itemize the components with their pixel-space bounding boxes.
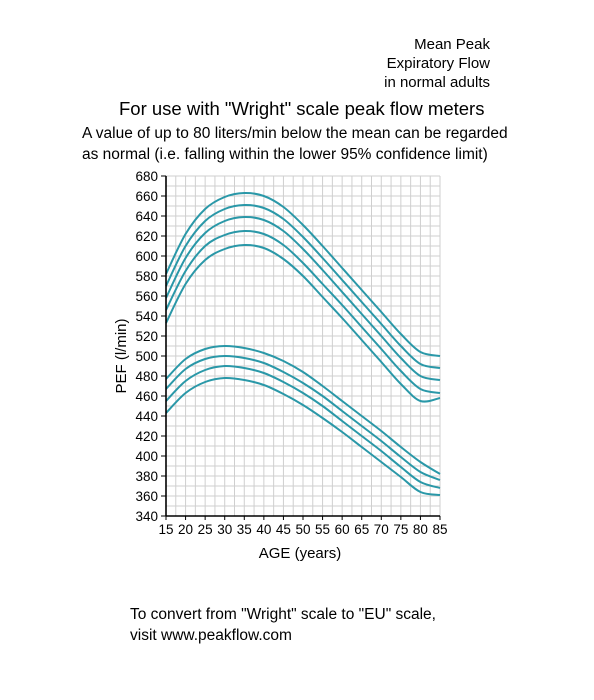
- y-tick-label: 400: [135, 449, 158, 464]
- x-tick-label: 15: [158, 522, 173, 537]
- x-tick-label: 70: [374, 522, 389, 537]
- pef-curve: [165, 215, 441, 381]
- x-tick-label: 30: [217, 522, 232, 537]
- chart-axes: [161, 175, 441, 520]
- chart-title-line: Mean Peak: [414, 36, 490, 53]
- footer-line: visit www.peakflow.com: [130, 627, 292, 644]
- x-tick-label: 55: [315, 522, 330, 537]
- x-tick-label: 50: [295, 522, 310, 537]
- y-tick-label: 340: [135, 509, 158, 524]
- pef-curve: [165, 191, 441, 357]
- y-tick-label: 620: [135, 229, 158, 244]
- y-tick-label: 560: [135, 289, 158, 304]
- x-tick-label: 80: [413, 522, 428, 537]
- x-tick-label: 85: [432, 522, 447, 537]
- y-tick-label: 640: [135, 209, 158, 224]
- chart-title: Mean Peak Expiratory Flow in normal adul…: [384, 35, 490, 92]
- x-tick-label: 40: [256, 522, 271, 537]
- y-tick-label: 680: [135, 169, 158, 184]
- y-tick-label: 540: [135, 309, 158, 324]
- x-tick-label: 65: [354, 522, 369, 537]
- chart-grid: [165, 175, 441, 517]
- normal-range-note: A value of up to 80 liters/min below the…: [82, 123, 582, 165]
- conversion-note: To convert from "Wright" scale to "EU" s…: [130, 604, 436, 646]
- x-tick-label: 75: [393, 522, 408, 537]
- x-axis-label: AGE (years): [259, 545, 342, 562]
- y-tick-label: 460: [135, 389, 158, 404]
- x-tick-label: 35: [237, 522, 252, 537]
- y-tick-label: 600: [135, 249, 158, 264]
- pef-curve: [165, 354, 441, 481]
- pef-curve: [165, 203, 441, 369]
- y-tick-label: 480: [135, 369, 158, 384]
- y-tick-label: 420: [135, 429, 158, 444]
- pef-curve: [165, 376, 441, 496]
- x-tick-label: 60: [335, 522, 350, 537]
- pef-curve: [165, 229, 441, 394]
- chart-subtitle: For use with "Wright" scale peak flow me…: [119, 98, 485, 119]
- pef-curve: [165, 344, 441, 475]
- chart-title-line: Expiratory Flow: [386, 55, 490, 72]
- y-tick-label: 500: [135, 349, 158, 364]
- y-axis-label: PEF (l/min): [113, 318, 130, 393]
- y-tick-label: 660: [135, 189, 158, 204]
- y-tick-label: 580: [135, 269, 158, 284]
- note-line: as normal (i.e. falling within the lower…: [82, 146, 488, 163]
- chart-title-line: in normal adults: [384, 74, 490, 91]
- y-tick-label: 440: [135, 409, 158, 424]
- y-tick-label: 380: [135, 469, 158, 484]
- note-line: A value of up to 80 liters/min below the…: [82, 125, 508, 142]
- y-tick-label: 520: [135, 329, 158, 344]
- x-tick-label: 45: [276, 522, 291, 537]
- pef-curve: [165, 364, 441, 489]
- chart-curves: [165, 191, 441, 496]
- pef-curve: [165, 243, 441, 403]
- chart-tick-labels: 340 360 380 400 420 440 460 480 500 520 540 560 580 6…: [135, 169, 447, 537]
- x-tick-label: 20: [178, 522, 193, 537]
- x-tick-label: 25: [198, 522, 213, 537]
- footer-line: To convert from "Wright" scale to "EU" s…: [130, 606, 436, 623]
- y-tick-label: 360: [135, 489, 158, 504]
